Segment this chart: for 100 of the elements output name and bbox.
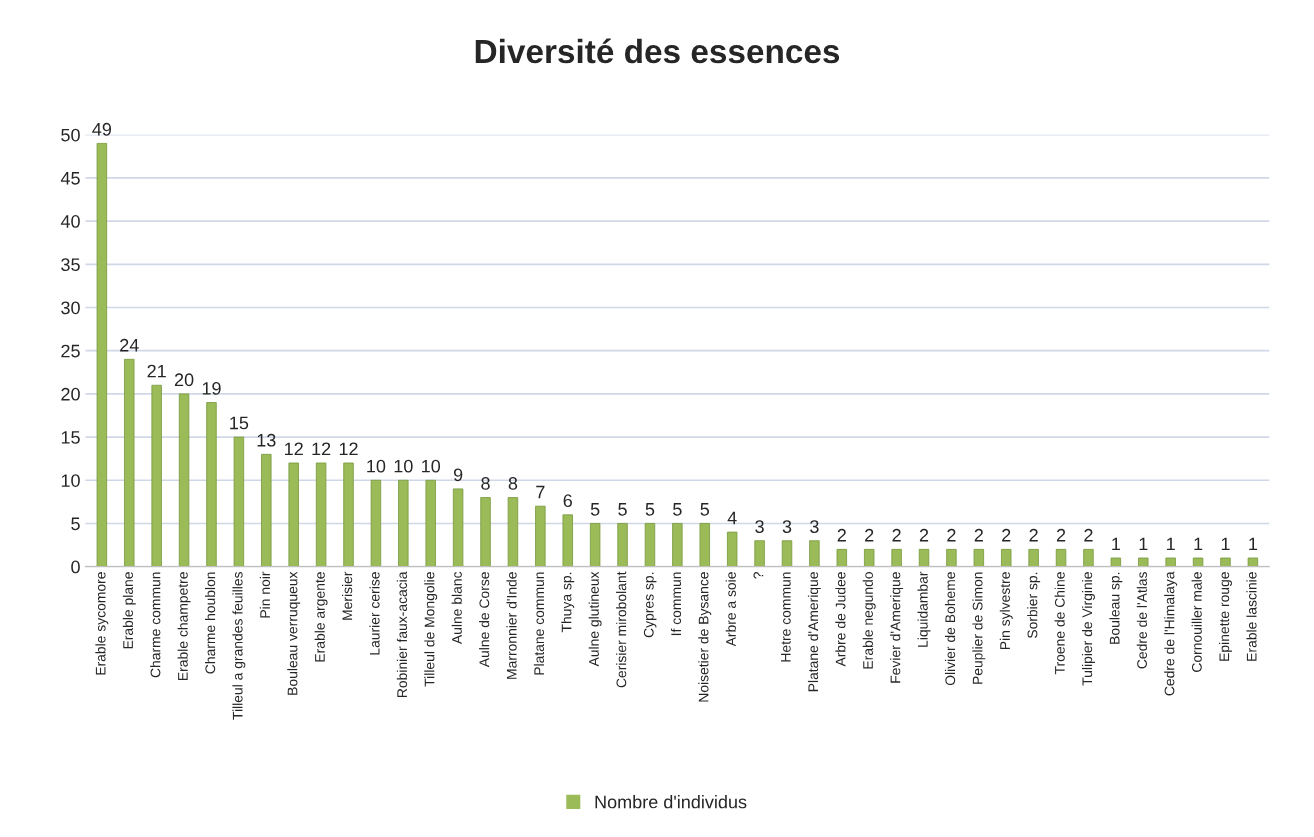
data-label: 15: [230, 416, 249, 430]
bar: [1165, 557, 1176, 567]
x-tick-label: Robinier faux-acacia: [396, 571, 408, 697]
x-tick-label: Sorbier sp.: [1027, 572, 1041, 639]
x-tick-label: Tilleul a grandes feuilles: [232, 572, 246, 720]
bar: [863, 548, 875, 567]
y-tick-label: 50: [61, 128, 80, 142]
y-tick-label: 25: [61, 344, 80, 358]
x-tick-label: Platane d'Amerique: [807, 572, 821, 692]
data-label: 12: [339, 442, 358, 456]
x-tick-label: Cedre de l'Himalaya: [1164, 571, 1178, 696]
y-tick-label: 10: [61, 474, 80, 487]
bar: [370, 479, 382, 567]
y-tick-label: 0: [71, 560, 80, 574]
data-label: 5: [618, 503, 627, 516]
x-tick-label: Erable lascinie: [1246, 572, 1257, 661]
data-label: 1: [1139, 537, 1148, 551]
data-label: 8: [508, 477, 518, 490]
data-label: 3: [810, 520, 819, 533]
bar: [1138, 557, 1149, 567]
x-tick-label: Marronnier d'Inde: [506, 572, 517, 679]
data-label: 10: [394, 459, 413, 473]
data-label: 10: [422, 459, 441, 473]
bar: [809, 540, 820, 567]
x-tick-label: Thuya sp.: [561, 572, 575, 633]
bar: [535, 505, 546, 567]
legend-label: Nombre d'individus: [595, 795, 747, 809]
data-label: 2: [974, 528, 983, 542]
data-label: 10: [367, 459, 386, 473]
bar: [1028, 548, 1039, 567]
x-tick-label: Bouleau sp.: [1109, 572, 1123, 644]
data-label: 6: [563, 494, 572, 508]
y-tick-label: 40: [60, 215, 80, 228]
x-tick-label: If commun: [670, 572, 682, 636]
data-label: 2: [1056, 528, 1066, 542]
x-tick-label: Platane commun: [533, 572, 545, 675]
bar: [206, 402, 217, 567]
bar: [754, 540, 765, 567]
y-tick-label: 15: [61, 431, 80, 444]
bar: [726, 531, 738, 567]
data-label: 5: [590, 503, 600, 516]
bar: [1192, 557, 1204, 567]
bar: [151, 384, 162, 567]
bar: [891, 548, 902, 567]
chart-title: Diversité des essences: [475, 38, 840, 64]
data-label: 5: [700, 503, 710, 516]
data-label: 21: [147, 364, 166, 378]
bar: [644, 523, 656, 567]
x-tick-label: Erable plane: [122, 572, 136, 649]
data-label: 2: [892, 528, 901, 542]
data-label: 1: [1112, 537, 1120, 551]
bar: [398, 479, 409, 567]
data-label: 3: [782, 520, 792, 533]
bar: [1220, 557, 1231, 567]
x-tick-label: Laurier cerise: [369, 572, 380, 655]
bar: [1110, 557, 1122, 567]
x-tick-label: Fevier d'Amerique: [890, 572, 904, 683]
bar: [781, 540, 793, 567]
data-label: 2: [947, 528, 956, 542]
x-tick-label: Charme commun: [150, 572, 161, 678]
bar: [261, 453, 272, 567]
data-label: 49: [92, 122, 112, 136]
bar: [480, 497, 491, 567]
x-tick-label: Cerisier mirobolant: [616, 571, 627, 688]
bar: [589, 523, 601, 567]
x-tick-label: Olivier de Boheme: [944, 572, 956, 686]
data-label: 2: [837, 528, 846, 542]
data-label: 8: [481, 477, 490, 490]
x-tick-label: Charme houblon: [205, 572, 216, 674]
x-tick-label: Peuplier de Simon: [972, 572, 986, 684]
y-tick-label: 5: [71, 517, 80, 531]
bar: [425, 479, 436, 567]
data-label: 2: [1029, 528, 1038, 542]
x-tick-label: Epinette rouge: [1219, 572, 1232, 661]
x-tick-label: Cornouiller male: [1191, 572, 1202, 672]
data-label: 4: [727, 511, 737, 525]
data-label: 2: [1002, 528, 1011, 542]
data-label: 2: [919, 528, 929, 542]
bar: [617, 523, 628, 567]
bar: [315, 462, 327, 567]
bar: [1001, 548, 1012, 567]
x-tick-label: Pin noir: [259, 571, 271, 618]
bar: [672, 523, 683, 567]
data-label: 12: [312, 442, 331, 456]
bar: [699, 523, 710, 567]
data-label: 1: [1167, 537, 1175, 551]
data-label: 13: [257, 433, 276, 447]
x-tick-label: Arbre a soie: [725, 572, 736, 647]
bar: [233, 436, 245, 567]
x-tick-label: Tilleul de Mongolie: [424, 572, 438, 687]
bar: [1083, 548, 1094, 567]
data-label: 3: [755, 520, 764, 533]
x-tick-label: Aulne de Corse: [479, 572, 490, 668]
x-tick-label: Bouleau verruqueux: [287, 571, 301, 695]
data-label: 20: [174, 373, 194, 387]
bar: [288, 462, 299, 567]
data-label: 19: [202, 382, 221, 395]
x-tick-label: Tulipier de Virginie: [1081, 572, 1095, 686]
data-label: 2: [1084, 528, 1093, 542]
data-label: 1: [1221, 537, 1230, 551]
